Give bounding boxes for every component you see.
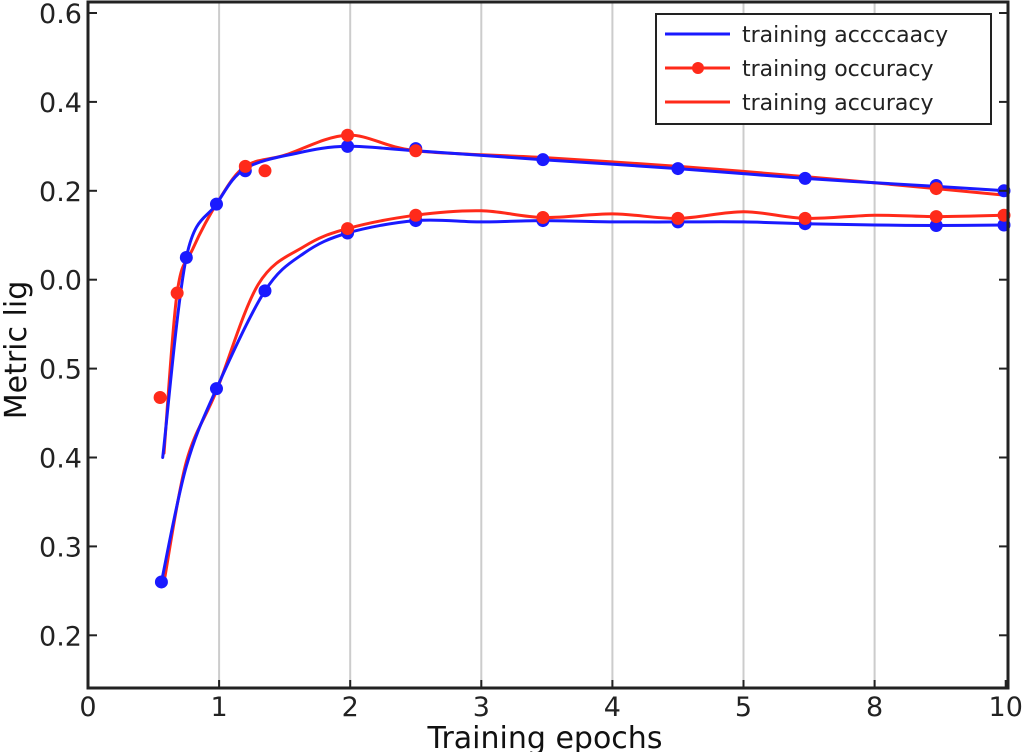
data-point-marker: [536, 210, 550, 224]
data-point-marker: [258, 284, 272, 298]
data-point-marker: [536, 153, 550, 167]
legend-label: training accccaacy: [742, 23, 948, 48]
x-axis-ticks: 0 1 2 3 4 5 8 10: [79, 680, 1023, 723]
y-tick-label: 0.2: [39, 621, 82, 652]
y-tick-label: 0.5: [39, 355, 82, 386]
data-point-marker: [238, 159, 252, 173]
data-point-marker: [929, 218, 943, 232]
legend-label: training occuracy: [742, 57, 933, 82]
data-point-marker: [671, 162, 685, 176]
y-tick-label: 0.4: [39, 88, 82, 119]
legend: training accccaacy training occuracy train…: [655, 13, 992, 125]
x-tick-label: 3: [473, 692, 490, 723]
data-point-marker: [929, 210, 943, 224]
series-line-lower-blue: [159, 218, 1008, 584]
y-tick-label: 0.2: [39, 177, 82, 208]
y-axis-ticks: 0.6 0.4 0.2 0.0 0.5 0.4 0.3 0.2: [39, 0, 1008, 652]
x-tick-label: 0: [79, 692, 96, 723]
data-point-marker: [929, 182, 943, 196]
data-series: [153, 128, 1011, 589]
x-tick-label: 5: [735, 692, 752, 723]
data-point-marker: [798, 211, 812, 225]
y-axis-title: Metric lig: [0, 281, 34, 420]
data-point-marker: [209, 382, 223, 396]
data-point-marker: [341, 128, 355, 142]
data-point-marker: [341, 222, 355, 236]
x-tick-label: 1: [211, 692, 228, 723]
data-point-marker: [258, 164, 272, 178]
y-tick-label: 0.0: [39, 266, 82, 297]
data-point-marker: [179, 250, 193, 264]
x-tick-label: 10: [989, 692, 1023, 723]
data-point-marker: [154, 575, 168, 589]
data-point-marker: [798, 171, 812, 185]
data-point-marker: [409, 144, 423, 158]
data-point-marker: [170, 286, 184, 300]
x-axis-title: Training epochs: [427, 721, 663, 752]
plot-frame: [86, 0, 1010, 690]
x-tick-label: 4: [604, 692, 621, 723]
legend-marker-swatch: [692, 62, 704, 74]
data-point-marker: [209, 197, 223, 211]
y-tick-label: 0.6: [39, 0, 82, 30]
legend-label: training accuracy: [742, 91, 933, 116]
x-tick-label: 8: [866, 692, 883, 723]
data-point-marker: [409, 208, 423, 222]
y-tick-label: 0.3: [39, 532, 82, 563]
data-point-marker: [153, 390, 167, 404]
y-tick-label: 0.4: [39, 444, 82, 475]
data-point-marker: [671, 211, 685, 225]
data-point-marker: [341, 139, 355, 153]
series-line-lower-red: [162, 209, 1008, 584]
series-line-upper-blue: [161, 144, 1008, 459]
x-tick-label: 2: [342, 692, 359, 723]
